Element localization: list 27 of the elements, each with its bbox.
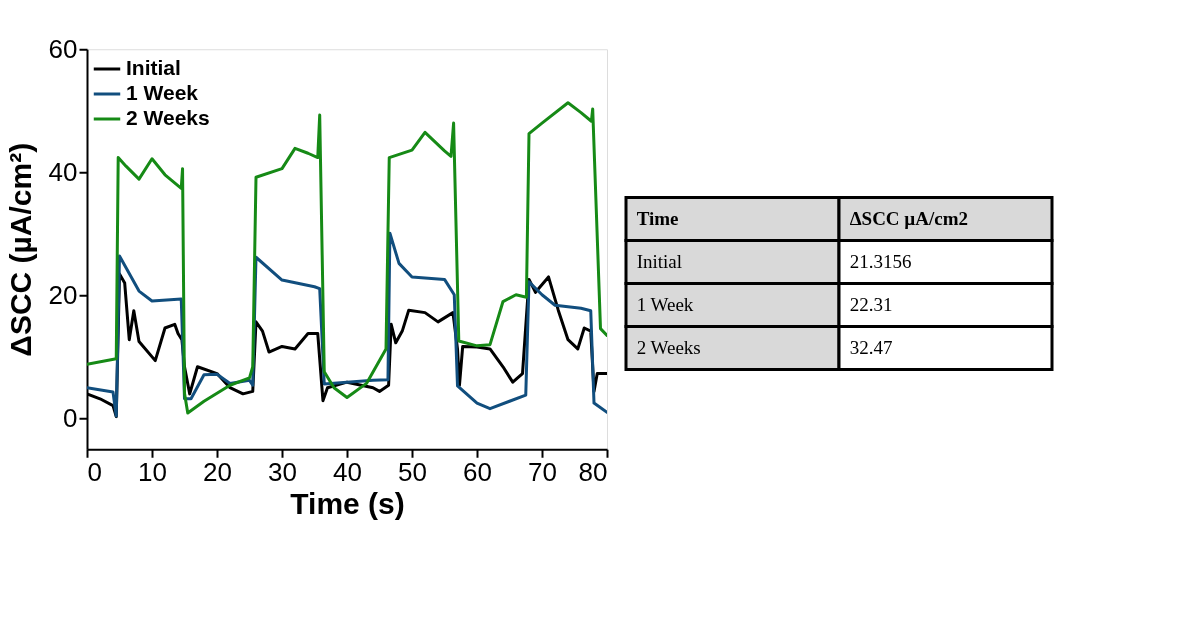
legend-label: Initial (126, 56, 181, 79)
x-axis-title: Time (s) (290, 486, 405, 520)
data-label: 32.47 (849, 337, 893, 358)
y-tick-label: 40 (48, 156, 78, 187)
x-tick-label: 80 (578, 456, 608, 487)
text: Time (636, 208, 679, 229)
x-tick-label: 70 (528, 456, 557, 487)
x-tick-label: 60 (463, 456, 492, 487)
data-label: 22.31 (849, 294, 893, 315)
x-tick-label: 40 (333, 456, 362, 487)
data-label: 21.3156 (849, 251, 912, 272)
y-tick-label: 20 (48, 279, 78, 310)
legend-label: 1 Week (126, 81, 199, 104)
x-tick-label: 20 (203, 456, 232, 487)
text: ΔSCC µA/cm2 (849, 208, 969, 229)
x-tick-label: 50 (398, 456, 427, 487)
y-tick-label: 60 (48, 33, 78, 64)
category-label: Initial (636, 251, 683, 272)
x-tick-label: 30 (268, 456, 297, 487)
y-axis-title: ΔSCC (µA/cm²) (3, 142, 37, 357)
x-tick-label: 10 (138, 456, 167, 487)
category-label: 2 Weeks (636, 337, 701, 358)
legend-label: 2 Weeks (126, 106, 210, 129)
x-tick-label: 0 (87, 456, 102, 487)
category-label: 1 Week (636, 294, 694, 315)
line-series (87, 101, 607, 415)
y-tick-label: 0 (63, 402, 78, 433)
